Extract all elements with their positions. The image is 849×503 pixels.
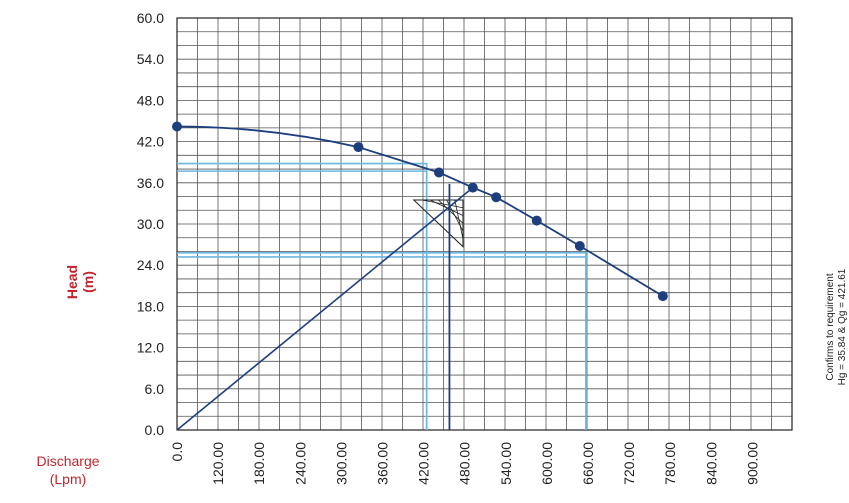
y-axis-title-line-2: (m) <box>80 271 96 293</box>
x-tick-label: 180.00 <box>251 442 267 485</box>
x-tick-label: 300.00 <box>333 442 349 485</box>
y-tick-label: 18.0 <box>137 298 164 314</box>
data-point <box>657 291 668 302</box>
x-tick-label: 840.00 <box>703 442 719 485</box>
y-tick-label: 6.0 <box>145 381 165 397</box>
y-tick-label: 36.0 <box>137 175 164 191</box>
system-curve <box>176 186 474 431</box>
y-axis-title-line-1: Head <box>64 264 80 300</box>
x-tick-label: 780.00 <box>662 442 678 485</box>
x-tick-label: 720.00 <box>621 442 637 485</box>
data-point <box>491 192 502 203</box>
requirement-note-line-1: Confirms to requirement <box>825 273 836 381</box>
data-point <box>467 182 478 193</box>
x-tick-label: 420.00 <box>416 442 432 485</box>
x-tick-label: 360.00 <box>375 442 391 485</box>
y-tick-label: 30.0 <box>137 216 164 232</box>
x-tick-label: 240.00 <box>292 442 308 485</box>
data-point <box>531 215 542 226</box>
x-tick-label: 480.00 <box>457 442 473 485</box>
x-axis-title-line-2: (Lpm) <box>49 471 87 487</box>
y-axis-title: Head (m) <box>64 262 104 302</box>
x-axis-title: Discharge (Lpm) <box>20 452 116 488</box>
guide-line <box>177 170 428 430</box>
x-axis-title-line-1: Discharge <box>36 453 100 469</box>
requirement-note-line-2: Hg = 35.84 & Qg = 421.61 <box>837 268 848 386</box>
y-tick-label: 12.0 <box>137 340 164 356</box>
x-tick-label: 540.00 <box>498 442 514 485</box>
requirement-note: Confirms to requirement Hg = 35.84 & Qg … <box>825 257 849 397</box>
data-point <box>353 142 364 153</box>
x-tick-label: 0.0 <box>169 442 185 462</box>
y-tick-label: 48.0 <box>137 92 164 108</box>
hatch-line <box>454 199 464 239</box>
x-tick-label: 600.00 <box>539 442 555 485</box>
y-tick-label: 24.0 <box>137 257 164 273</box>
y-tick-label: 54.0 <box>137 51 164 67</box>
pump-curve <box>176 125 664 297</box>
x-tick-label: 660.00 <box>580 442 596 485</box>
data-point <box>433 167 444 178</box>
y-tick-label: 42.0 <box>137 134 164 150</box>
data-point <box>172 121 182 132</box>
data-point <box>574 240 585 251</box>
y-tick-label: 0.0 <box>145 422 165 438</box>
plot-frame <box>176 17 793 431</box>
x-tick-label: 900.00 <box>744 442 760 485</box>
guide-line <box>177 162 428 430</box>
guide-line <box>177 256 587 430</box>
tolerance-triangle <box>412 199 464 248</box>
x-tick-label: 120.00 <box>210 442 226 485</box>
y-tick-label: 60.0 <box>137 10 164 26</box>
